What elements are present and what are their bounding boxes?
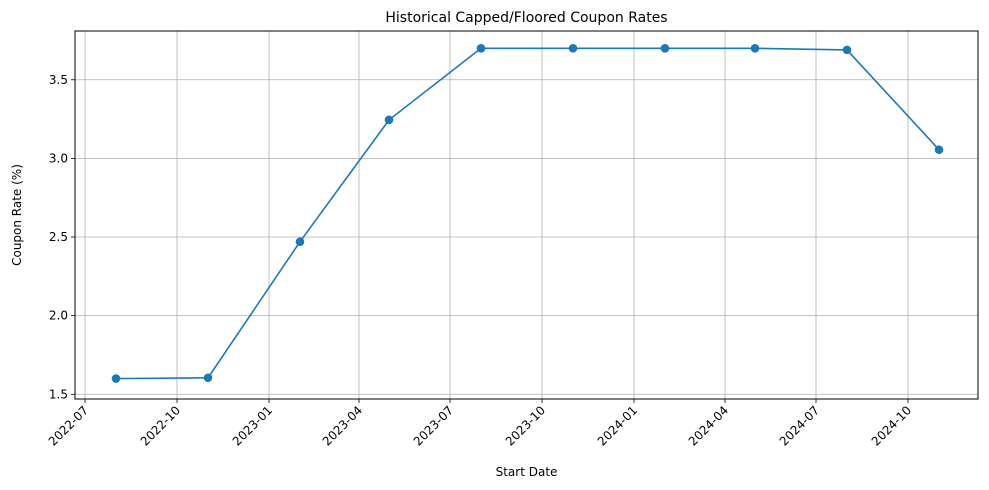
data-point	[111, 374, 121, 383]
data-point	[750, 43, 760, 53]
grid	[75, 31, 978, 399]
data-point	[295, 237, 305, 247]
data-point	[842, 45, 852, 55]
data-point	[660, 43, 670, 53]
data-point	[203, 373, 213, 383]
y-tick-label: 3.0	[49, 151, 68, 165]
data-point	[568, 43, 578, 53]
y-tick-label: 2.5	[49, 230, 68, 244]
y-tick-label: 2.0	[49, 309, 68, 323]
y-axis-title: Coupon Rate (%)	[10, 164, 24, 266]
plot-frame	[74, 30, 979, 400]
data-point	[934, 145, 944, 155]
y-tick-label: 1.5	[49, 387, 68, 401]
data-point	[476, 43, 486, 53]
y-tick-label: 3.5	[49, 73, 68, 87]
series-line	[115, 47, 940, 380]
x-axis-title: Start Date	[496, 465, 558, 479]
chart-title: Historical Capped/Floored Coupon Rates	[385, 10, 667, 26]
data-point	[384, 115, 394, 125]
series	[111, 43, 944, 383]
